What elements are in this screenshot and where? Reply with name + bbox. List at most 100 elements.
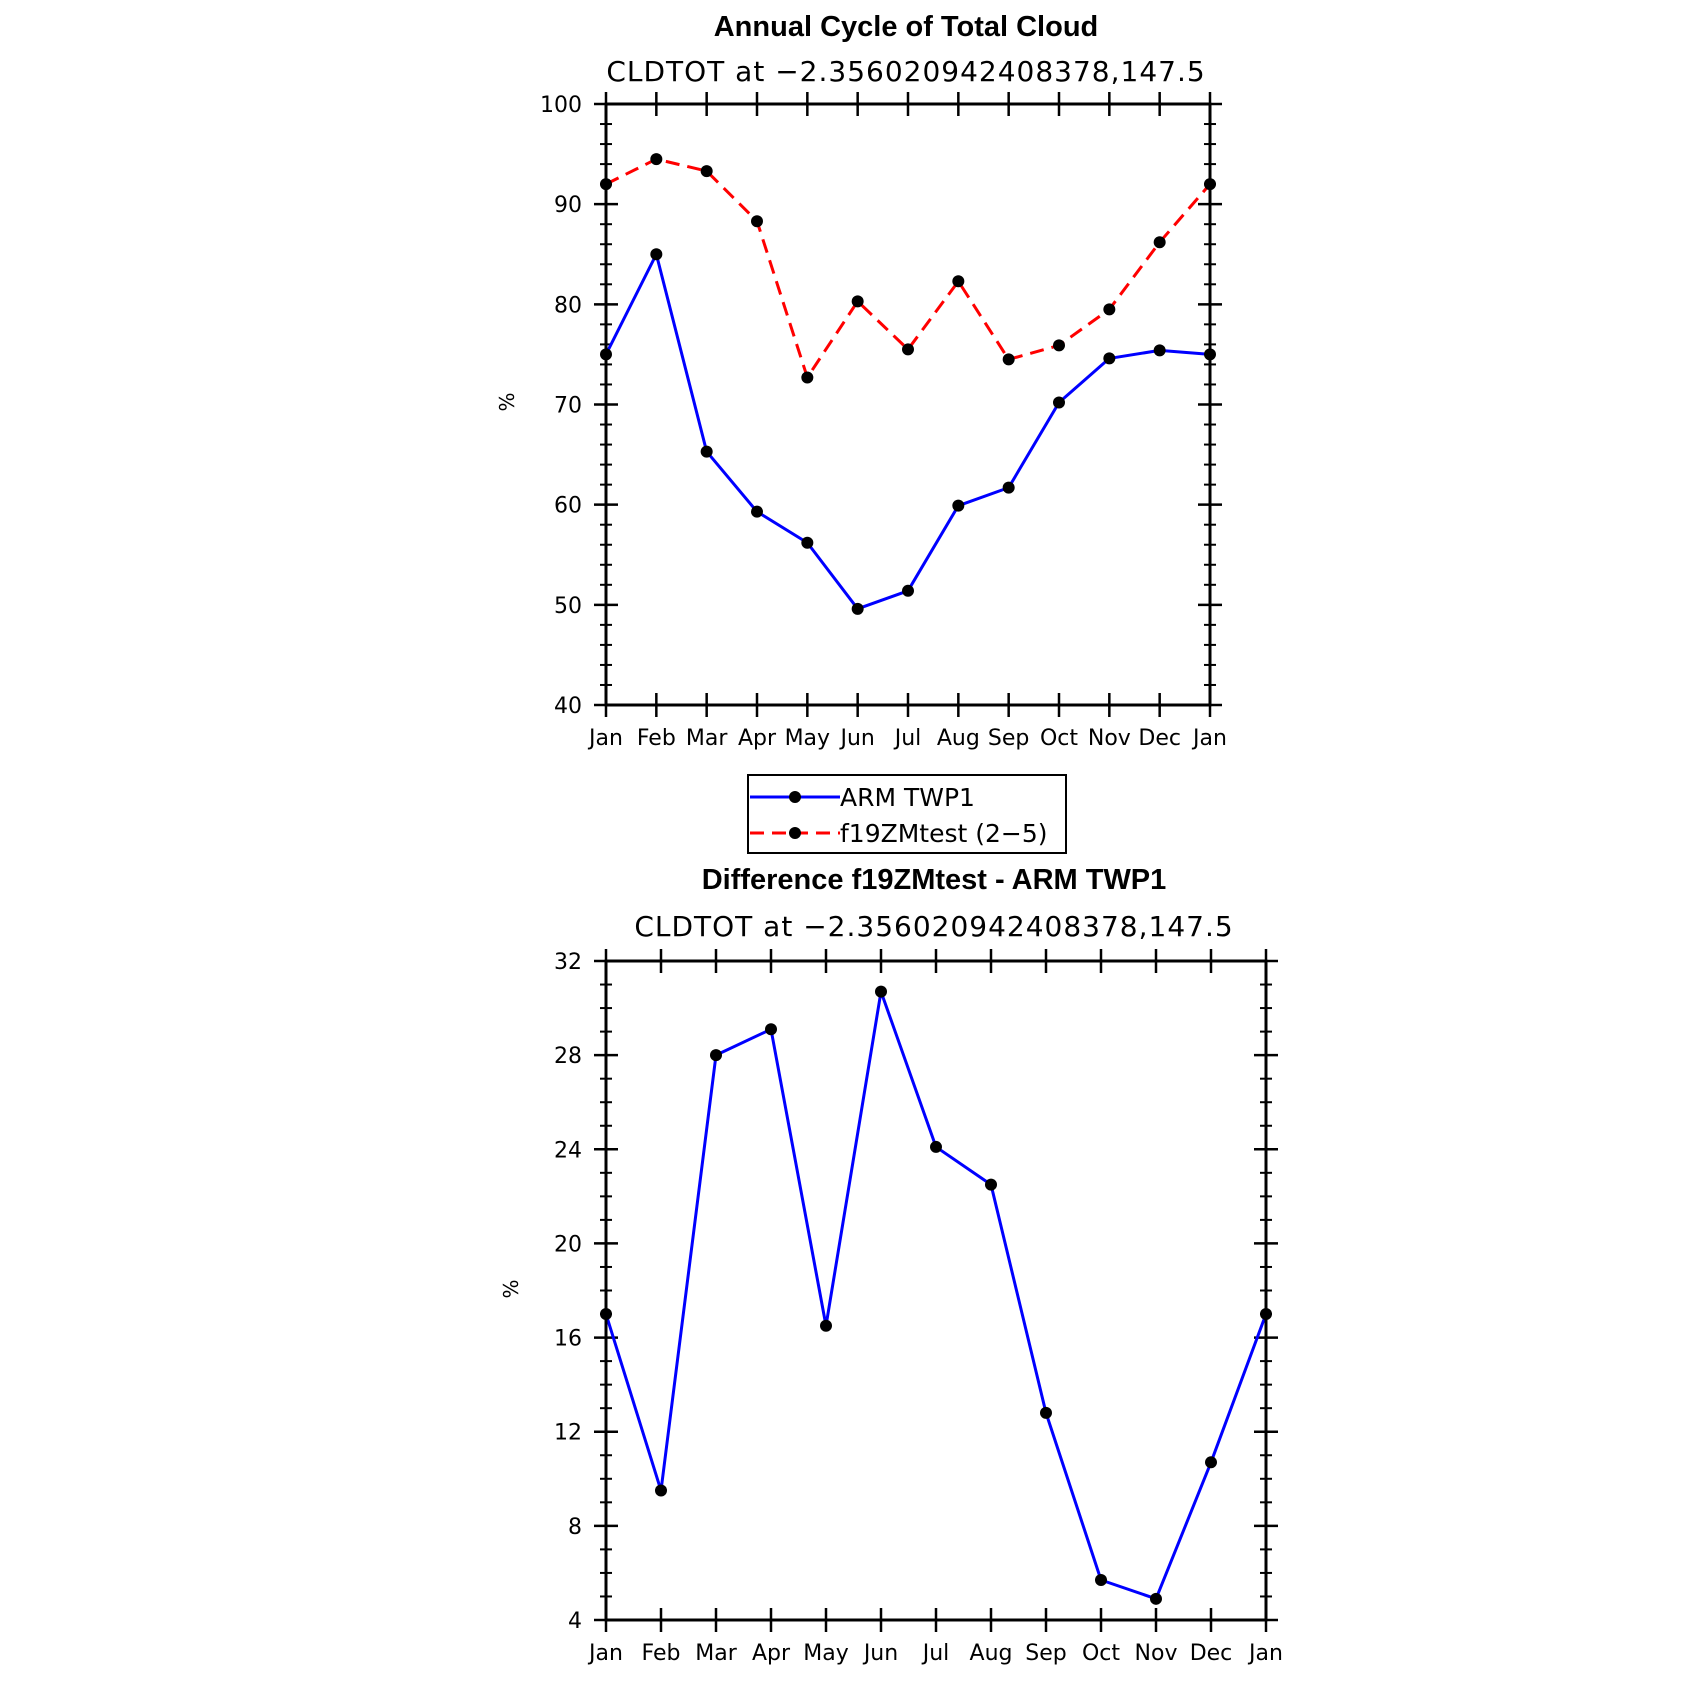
top-data-point-f19zmtest-2-5 — [902, 343, 914, 356]
bottom-ytick-label: 20 — [554, 1232, 582, 1257]
bottom-xtick-label: Oct — [1082, 1641, 1120, 1666]
top-data-point-arm-twp1 — [1153, 344, 1166, 357]
top-ytick-label: 100 — [540, 93, 582, 118]
bottom-data-point-difference — [765, 1023, 777, 1036]
top-xtick-label: Nov — [1088, 726, 1131, 751]
top-xtick-label: Jul — [893, 726, 922, 751]
top-plot-frame — [604, 102, 1212, 707]
bottom-data-point-difference — [710, 1049, 722, 1062]
legend-marker-arm-twp1 — [789, 791, 801, 803]
legend-label-f19zmtest: f19ZMtest (2−5) — [840, 819, 1048, 848]
bottom-xtick-label: Mar — [695, 1641, 737, 1666]
legend-box — [747, 774, 1067, 854]
top-data-point-f19zmtest-2-5 — [700, 165, 713, 178]
top-data-point-f19zmtest-2-5 — [1053, 339, 1065, 352]
top-chart-title: Annual Cycle of Total Cloud — [714, 11, 1099, 43]
top-ytick-label: 40 — [554, 694, 582, 719]
bottom-chart-subtitle: CLDTOT at −2.356020942408378,147.5 — [634, 910, 1233, 943]
bottom-xtick-label: Feb — [642, 1641, 681, 1666]
top-ytick-label: 90 — [554, 193, 582, 218]
top-xtick-label: Feb — [637, 726, 676, 751]
bottom-xtick-label: Jul — [921, 1641, 950, 1666]
top-data-point-arm-twp1 — [650, 248, 663, 261]
legend-item-arm-twp1: ARM TWP1 — [750, 783, 975, 812]
top-data-point-arm-twp1 — [700, 445, 713, 458]
top-y-axis-label: % — [495, 392, 519, 411]
top-xtick-label: Oct — [1040, 726, 1078, 751]
top-x-tick-labels: Jan Feb Mar Apr May Jun Jul Aug Sep Oct Nov Dec Jan — [587, 726, 1227, 751]
top-xtick-label: Dec — [1138, 726, 1181, 751]
bottom-ytick-label: 32 — [554, 950, 582, 975]
top-xtick-label: Jan — [1191, 726, 1227, 751]
bottom-xtick-label: Jun — [862, 1641, 898, 1666]
top-data-point-arm-twp1 — [1053, 396, 1065, 409]
top-chart-subtitle: CLDTOT at −2.356020942408378,147.5 — [606, 55, 1205, 88]
top-data-point-f19zmtest-2-5 — [801, 371, 814, 384]
top-data-point-f19zmtest-2-5 — [1153, 236, 1166, 249]
top-y-tick-labels: 40 50 60 70 80 90 100 — [540, 93, 582, 719]
bottom-y-axis-label: % — [499, 1279, 523, 1298]
bottom-xtick-label: Jan — [1247, 1641, 1283, 1666]
bottom-xtick-label: Dec — [1190, 1641, 1233, 1666]
bottom-xtick-label: May — [803, 1641, 848, 1666]
top-data-point-arm-twp1 — [751, 505, 763, 518]
top-axis-ticks — [594, 92, 1222, 717]
top-series-line-arm-twp1 — [604, 252, 1211, 611]
bottom-ytick-label: 16 — [554, 1327, 582, 1352]
bottom-ytick-label: 12 — [554, 1421, 582, 1446]
top-xtick-label: Sep — [988, 726, 1029, 751]
top-data-point-f19zmtest-2-5 — [1002, 353, 1015, 366]
top-data-point-arm-twp1 — [801, 536, 814, 549]
top-data-point-f19zmtest-2-5 — [650, 153, 663, 166]
bottom-series-line-difference — [604, 990, 1268, 1601]
top-xtick-label: Apr — [738, 726, 777, 751]
bottom-plot-series — [600, 985, 1272, 1605]
top-data-point-f19zmtest-2-5 — [751, 215, 763, 228]
bottom-data-point-difference — [1095, 1573, 1107, 1586]
bottom-xtick-label: Sep — [1025, 1641, 1066, 1666]
bottom-x-tick-labels: Jan Feb Mar Apr May Jun Jul Aug Sep Oct Nov Dec Jan — [587, 1641, 1283, 1666]
bottom-axis-ticks — [594, 949, 1278, 1632]
bottom-data-point-difference — [875, 985, 887, 998]
legend-label-arm-twp1: ARM TWP1 — [840, 783, 975, 812]
bottom-xtick-label: Apr — [752, 1641, 791, 1666]
bottom-chart-title: Difference f19ZMtest - ARM TWP1 — [702, 864, 1167, 896]
bottom-data-point-difference — [930, 1140, 942, 1153]
bottom-data-point-difference — [1205, 1456, 1217, 1469]
bottom-ytick-label: 28 — [554, 1044, 582, 1069]
top-xtick-label: Aug — [937, 726, 980, 751]
top-data-point-f19zmtest-2-5 — [851, 295, 864, 308]
top-ytick-label: 60 — [554, 494, 582, 519]
top-data-point-arm-twp1 — [851, 602, 864, 615]
top-data-point-arm-twp1 — [1103, 352, 1116, 365]
bottom-xtick-label: Jan — [587, 1641, 623, 1666]
annual-cycle-panel: Annual Cycle of Total Cloud CLDTOT at −2… — [495, 11, 1227, 751]
top-data-point-arm-twp1 — [902, 584, 914, 597]
bottom-xtick-label: Aug — [970, 1641, 1013, 1666]
bottom-ytick-label: 24 — [554, 1138, 582, 1163]
top-data-point-f19zmtest-2-5 — [952, 275, 965, 288]
top-data-point-arm-twp1 — [1002, 481, 1015, 494]
legend-item-f19zmtest: f19ZMtest (2−5) — [750, 819, 1048, 848]
top-ytick-label: 50 — [554, 594, 582, 619]
bottom-ytick-label: 4 — [568, 1609, 582, 1634]
legend-marker-f19zmtest — [789, 827, 801, 839]
bottom-xtick-label: Nov — [1135, 1641, 1178, 1666]
bottom-data-point-difference — [655, 1484, 667, 1497]
top-xtick-label: Jan — [587, 726, 623, 751]
bottom-data-point-difference — [985, 1178, 997, 1191]
bottom-ytick-label: 8 — [568, 1515, 582, 1540]
legend: ARM TWP1 f19ZMtest (2−5) — [747, 774, 1067, 854]
top-xtick-label: May — [785, 726, 830, 751]
top-data-point-f19zmtest-2-5 — [1103, 303, 1116, 316]
top-data-point-arm-twp1 — [952, 499, 965, 512]
difference-panel: Difference f19ZMtest - ARM TWP1 CLDTOT a… — [499, 864, 1283, 1666]
bottom-y-tick-labels: 4 8 12 16 20 24 28 32 — [554, 950, 582, 1634]
bottom-data-point-difference — [1150, 1592, 1162, 1605]
top-plot-series — [600, 153, 1216, 615]
top-ytick-label: 70 — [554, 394, 582, 419]
bottom-data-point-difference — [820, 1319, 832, 1332]
bottom-plot-frame — [604, 959, 1268, 1622]
bottom-data-point-difference — [1040, 1406, 1052, 1419]
